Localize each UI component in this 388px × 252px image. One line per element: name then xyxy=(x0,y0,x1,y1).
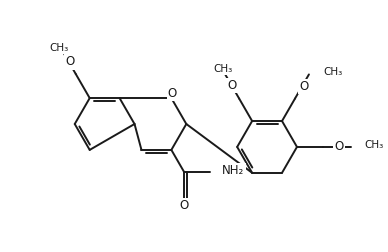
Text: O: O xyxy=(65,55,74,68)
Text: O: O xyxy=(228,79,237,92)
Text: O: O xyxy=(168,87,177,100)
Text: CH₃: CH₃ xyxy=(365,140,384,150)
Text: CH₃: CH₃ xyxy=(214,65,233,74)
Text: O: O xyxy=(334,140,343,153)
Text: O: O xyxy=(299,80,308,93)
Text: O: O xyxy=(180,199,189,212)
Text: CH₃: CH₃ xyxy=(323,68,342,77)
Text: CH₃: CH₃ xyxy=(49,43,68,53)
Text: NH₂: NH₂ xyxy=(222,164,244,177)
